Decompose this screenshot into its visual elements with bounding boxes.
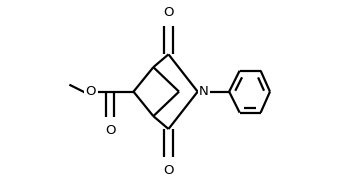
Text: O: O: [86, 85, 96, 98]
Text: O: O: [163, 164, 174, 177]
Text: N: N: [199, 85, 208, 98]
Text: O: O: [163, 6, 174, 19]
Text: O: O: [105, 124, 116, 137]
